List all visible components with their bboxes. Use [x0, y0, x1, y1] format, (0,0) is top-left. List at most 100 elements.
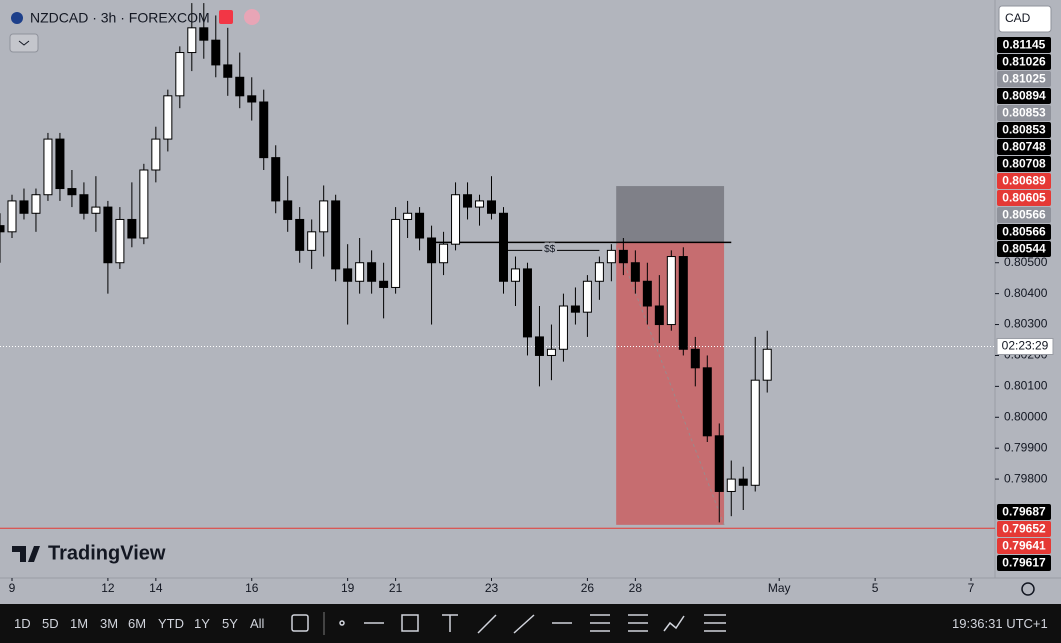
trade-path [615, 242, 725, 526]
x-tick-label: 16 [245, 581, 259, 595]
tradingview-logo: TradingView [12, 542, 166, 564]
drawing-tools [291, 612, 726, 635]
range-button[interactable]: 6M [128, 616, 147, 631]
candle [139, 163, 149, 245]
range-button[interactable]: 1D [14, 616, 31, 631]
candle [67, 170, 77, 208]
status-icon [219, 10, 233, 24]
candle [606, 244, 616, 282]
flag-icon [11, 12, 23, 24]
settings-icon[interactable] [1021, 582, 1035, 596]
tool-icon[interactable] [663, 615, 685, 632]
candle [714, 423, 724, 523]
price-badge-label: 0.81145 [1003, 38, 1046, 52]
tool-icon[interactable] [590, 614, 610, 632]
candle-body [498, 212, 508, 282]
y-tick-label: 0.80500 [1004, 255, 1048, 269]
price-badge-label: 0.80894 [1002, 89, 1046, 103]
candle-body [0, 225, 5, 233]
candle-body [319, 200, 329, 233]
logo-icon [12, 546, 40, 562]
status-icon [244, 9, 260, 25]
price-badge-label: 0.79687 [1002, 505, 1046, 519]
price-badge-label: 0.80689 [1002, 174, 1046, 188]
candle [534, 306, 544, 387]
price-badge-label: 0.79617 [1002, 556, 1046, 570]
candle-body [31, 194, 41, 214]
range-button[interactable]: 1Y [194, 616, 210, 631]
candle-body [223, 64, 233, 78]
x-tick-label: 7 [968, 581, 975, 595]
currency-button[interactable] [998, 5, 1052, 33]
candle [0, 213, 5, 263]
clock: 19:36:31 UTC+1 [952, 616, 1048, 631]
candle [427, 225, 437, 325]
tool-icon[interactable] [704, 614, 726, 632]
collapse-button[interactable] [9, 33, 39, 53]
price-badge [997, 241, 1051, 257]
candle [43, 132, 53, 201]
range-button[interactable]: 5D [42, 616, 59, 631]
price-badge-label: 0.80566 [1002, 225, 1046, 239]
range-button[interactable]: All [250, 616, 265, 631]
price-badge-label: 0.80544 [1002, 242, 1046, 256]
tool-icon[interactable] [477, 614, 497, 634]
candle-body [187, 27, 197, 54]
x-tick-label: 21 [389, 581, 403, 595]
tool-icon[interactable] [339, 620, 345, 626]
tool-icon[interactable] [291, 614, 309, 632]
candle [522, 262, 532, 356]
countdown-badge [996, 337, 1054, 355]
candle-body [295, 218, 305, 251]
candle [498, 207, 508, 294]
candle-body [307, 231, 317, 251]
candle-body [594, 262, 604, 282]
candle-body [127, 218, 137, 239]
bottom-toolbar: 1D 5D 1M 3M 6M YTD 1Y 5Y All 19:36:31 UTC+1 [0, 604, 1061, 643]
tool-icon[interactable] [628, 614, 648, 632]
candle-body [427, 237, 437, 264]
candle [283, 176, 293, 232]
candle [223, 27, 233, 96]
candle [187, 3, 197, 72]
candle [738, 466, 748, 510]
candle-body [175, 52, 185, 97]
candle-body [714, 435, 724, 492]
candle-body [558, 305, 568, 350]
candle [463, 182, 473, 220]
price-badge [997, 207, 1051, 223]
price-badge [997, 88, 1051, 104]
candle-body [451, 194, 461, 245]
price-badge [997, 173, 1051, 189]
candle [199, 3, 209, 59]
y-tick-label: 0.80400 [1004, 286, 1048, 300]
plot-area: $$ [0, 3, 995, 526]
price-badge [997, 37, 1051, 53]
price-badge-label: 0.80853 [1002, 106, 1046, 120]
price-badge [997, 555, 1051, 571]
tool-icon[interactable] [401, 614, 419, 632]
candle [235, 52, 245, 109]
range-button[interactable]: 3M [100, 616, 119, 631]
x-tick-label: 14 [149, 581, 163, 595]
candle-body [546, 348, 556, 356]
price-badge-label: 0.81026 [1002, 55, 1046, 69]
x-tick-label: 9 [9, 581, 16, 595]
range-button[interactable]: 1M [70, 616, 89, 631]
candle [355, 238, 365, 294]
price-badge [997, 504, 1051, 520]
range-button[interactable]: YTD [158, 616, 184, 631]
candle-body [630, 262, 640, 282]
candle-body [235, 76, 245, 97]
tool-icon[interactable] [513, 614, 535, 634]
range-button[interactable]: 5Y [222, 616, 238, 631]
candle-body [606, 249, 616, 264]
candle-body [702, 367, 712, 437]
candle-body [7, 200, 17, 233]
candle-body [211, 39, 221, 66]
price-badge-label: 0.81025 [1002, 72, 1046, 86]
candle [475, 194, 485, 226]
tool-icon[interactable] [442, 614, 458, 632]
candle-body [283, 200, 293, 220]
